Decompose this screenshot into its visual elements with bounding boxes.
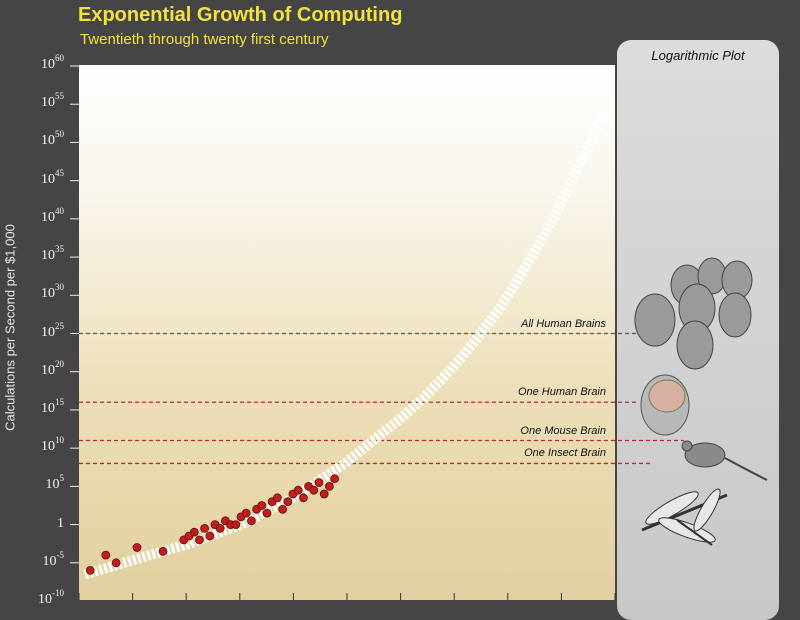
data-point: [257, 501, 267, 510]
y-tick-label: 1060: [2, 53, 64, 73]
human-brain-illustration: [640, 374, 690, 436]
y-tick-label: 1050: [2, 129, 64, 149]
panel-illustrations: [634, 257, 768, 546]
panel-title: Logarithmic Plot: [651, 48, 745, 63]
data-point: [200, 524, 210, 533]
data-point: [309, 485, 319, 495]
data-point: [85, 566, 95, 575]
y-tick-label: 1035: [2, 244, 64, 264]
y-tick-base: 10: [41, 439, 55, 455]
data-point: [205, 531, 215, 541]
y-tick-label: 1055: [2, 91, 64, 111]
y-tick-exponent: -10: [52, 588, 64, 598]
y-tick-exponent: 20: [55, 358, 64, 369]
y-tick-exponent: 45: [55, 167, 64, 178]
side-panel: Logarithmic Plot: [617, 40, 779, 620]
y-tick-base: 10: [41, 362, 55, 378]
data-point: [194, 535, 204, 545]
y-tick-base: 10: [41, 133, 55, 149]
data-point: [101, 550, 111, 560]
y-tick-label: 105: [2, 473, 65, 493]
plot-area: [79, 65, 615, 600]
data-point: [319, 489, 329, 499]
y-tick-exponent: 10: [55, 435, 64, 446]
data-point: [189, 527, 199, 537]
y-tick-label: 1015: [2, 397, 64, 417]
data-point: [324, 481, 334, 491]
data-point: [293, 485, 303, 495]
y-tick-base: 10: [41, 324, 55, 340]
y-tick-base: 10: [41, 248, 55, 264]
y-tick-label: 10-5: [2, 550, 65, 570]
y-tick-label: 10-10: [2, 588, 64, 608]
data-point: [215, 524, 225, 533]
data-point: [158, 546, 168, 556]
data-point: [111, 558, 121, 568]
y-tick-exponent: 60: [55, 53, 64, 63]
y-tick-exponent: 25: [55, 320, 64, 331]
reference-line-label: One Mouse Brain: [520, 424, 606, 437]
data-point: [283, 497, 293, 507]
y-tick-base: 10: [41, 400, 55, 416]
y-tick-base: 10: [41, 171, 55, 187]
y-tick-base: 10: [42, 553, 57, 569]
data-point: [330, 474, 340, 484]
y-tick-label: 1: [2, 516, 64, 532]
y-tick-exponent: -5: [56, 549, 65, 560]
reference-line-label: One Human Brain: [517, 386, 606, 399]
chart-title: Exponential Growth of Computing: [78, 4, 403, 26]
y-tick-label: 1020: [2, 359, 64, 379]
y-tick-label: 1010: [2, 435, 64, 455]
data-point: [132, 543, 142, 552]
human-heads-illustration: [634, 257, 753, 370]
reference-line-label: One Insect Brain: [524, 447, 606, 460]
y-tick-exponent: 15: [55, 396, 64, 407]
y-tick-base: 10: [41, 57, 55, 72]
y-tick-exponent: 55: [55, 91, 64, 102]
y-tick-exponent: 50: [55, 129, 64, 140]
mouse-illustration: [681, 440, 768, 481]
y-tick-base: 10: [41, 286, 55, 302]
data-point: [262, 508, 272, 518]
data-point: [241, 508, 251, 518]
y-tick-label: 1025: [2, 321, 64, 341]
y-tick-base: 1: [57, 515, 64, 531]
data-point: [272, 493, 282, 503]
y-tick-base: 10: [45, 477, 60, 493]
chart-subtitle: Twentieth through twenty first century: [80, 31, 329, 48]
data-point: [314, 478, 324, 487]
y-tick-label: 1030: [2, 282, 64, 302]
y-tick-exponent: 35: [55, 244, 64, 255]
dragonfly-illustration: [641, 488, 728, 546]
data-point: [246, 516, 256, 526]
y-tick-label: 1040: [2, 206, 64, 226]
data-point: [231, 520, 241, 529]
y-tick-exponent: 30: [55, 282, 64, 293]
y-tick-base: 10: [41, 95, 55, 111]
y-tick-base: 10: [41, 209, 55, 225]
reference-line-label: All Human Brains: [521, 317, 606, 330]
data-point: [278, 504, 288, 514]
data-point: [298, 493, 308, 503]
y-tick-label: 1045: [2, 168, 64, 188]
y-tick-exponent: 40: [55, 205, 64, 216]
y-tick-exponent: 5: [59, 473, 65, 484]
plot-svg: [70, 65, 684, 600]
